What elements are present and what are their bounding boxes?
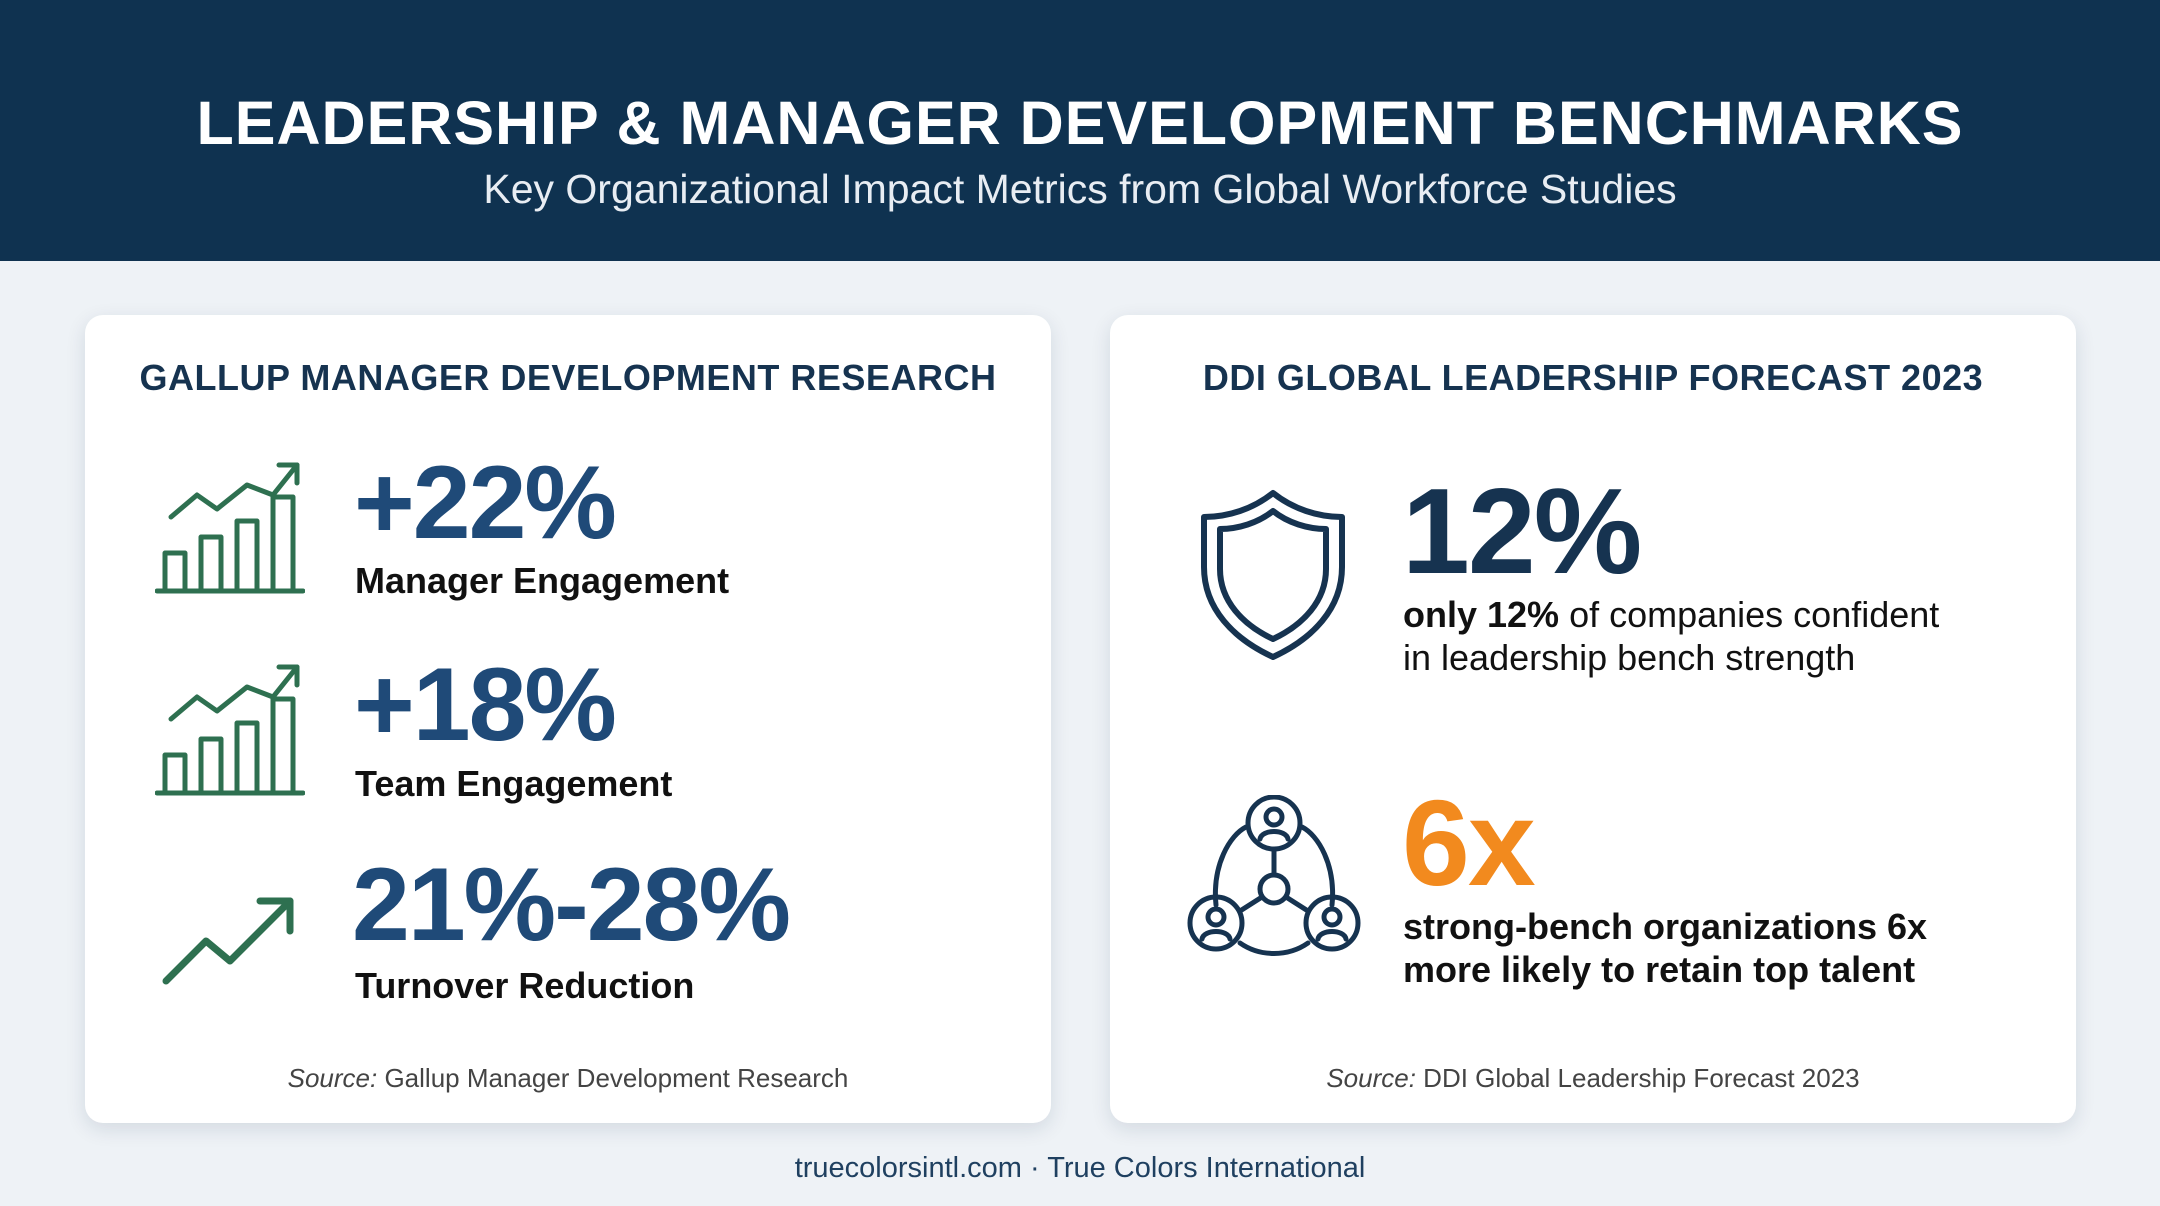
stat-description-6x-line1: strong-bench organizations 6x xyxy=(1403,906,1928,947)
people-network-icon xyxy=(1187,795,1361,956)
stat-description-rest: of companies confident xyxy=(1559,594,1940,635)
trend-up-arrow-icon xyxy=(162,897,294,985)
ddi-card-title: DDI GLOBAL LEADERSHIP FORECAST 2023 xyxy=(1202,357,1984,398)
gallup-card-title: GALLUP MANAGER DEVELOPMENT RESEARCH xyxy=(139,357,997,398)
source-prefix: Source: xyxy=(1326,1063,1416,1093)
gallup-card: GALLUP MANAGER DEVELOPMENT RESEARCH +22%… xyxy=(85,315,1051,1123)
header-banner: LEADERSHIP & MANAGER DEVELOPMENT BENCHMA… xyxy=(0,0,2160,261)
metric-label-manager-engagement: Manager Engagement xyxy=(355,560,730,601)
metric-value-team-engagement: +18% xyxy=(354,647,617,763)
page-title: LEADERSHIP & MANAGER DEVELOPMENT BENCHMA… xyxy=(196,89,1964,157)
stat-value-6x: 6x xyxy=(1402,775,1536,911)
stat-description-bold: only 12% xyxy=(1403,594,1560,635)
metric-value-turnover-reduction: 21%-28% xyxy=(352,847,791,963)
ddi-source: Source: DDI Global Leadership Forecast 2… xyxy=(1110,1063,2076,1094)
stat-description-6x: strong-bench organizations 6x more likel… xyxy=(1403,905,1927,991)
stat-description-line2: in leadership bench strength xyxy=(1403,637,1856,678)
gallup-source: Source: Gallup Manager Development Resea… xyxy=(85,1063,1051,1094)
stat-description-12-percent: only 12% of companies confident in leade… xyxy=(1403,593,1939,679)
shield-icon xyxy=(1201,490,1345,660)
source-text: DDI Global Leadership Forecast 2023 xyxy=(1415,1063,1860,1093)
ddi-card: DDI GLOBAL LEADERSHIP FORECAST 2023 12% … xyxy=(1110,315,2076,1123)
stat-description-6x-line2: more likely to retain top talent xyxy=(1403,949,1916,990)
stat-value-12-percent: 12% xyxy=(1402,463,1642,599)
metric-label-team-engagement: Team Engagement xyxy=(355,763,673,804)
source-text: Gallup Manager Development Research xyxy=(377,1063,849,1093)
metric-label-turnover-reduction: Turnover Reduction xyxy=(355,965,695,1006)
page-subtitle: Key Organizational Impact Metrics from G… xyxy=(483,166,1677,212)
footer-credit: truecolorsintl.com · True Colors Interna… xyxy=(794,1152,1366,1184)
metric-value-manager-engagement: +22% xyxy=(354,445,617,561)
source-prefix: Source: xyxy=(287,1063,378,1093)
bar-chart-growth-icon xyxy=(155,664,305,796)
bar-chart-growth-icon xyxy=(155,462,305,594)
